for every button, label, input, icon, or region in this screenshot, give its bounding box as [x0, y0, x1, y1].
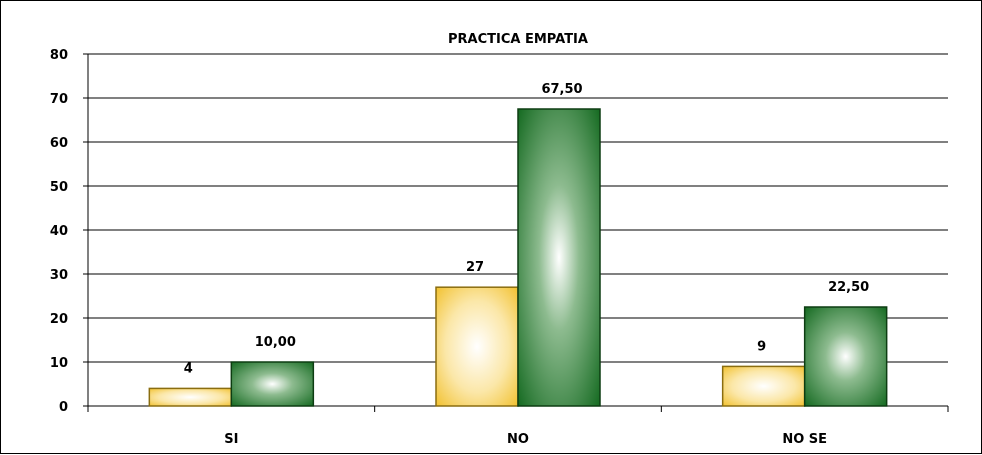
- y-tick-label: 50: [50, 180, 68, 195]
- data-label: 27: [466, 260, 484, 275]
- bar: [435, 286, 519, 407]
- y-tick-label: 70: [50, 92, 68, 107]
- bar: [517, 108, 601, 407]
- data-label: 67,50: [541, 82, 582, 97]
- chart-title: PRACTICA EMPATIA: [448, 32, 588, 47]
- data-label: 10,00: [255, 335, 296, 350]
- bar: [721, 365, 806, 407]
- y-tick-label: 30: [50, 268, 68, 283]
- x-tick-label: SI: [224, 432, 238, 447]
- y-tick-label: 60: [50, 136, 68, 151]
- bar: [148, 387, 233, 407]
- x-tick-label: NO: [507, 432, 529, 447]
- y-tick-label: 20: [50, 312, 68, 327]
- data-label: 9: [757, 339, 766, 354]
- y-tick-label: 40: [50, 224, 68, 239]
- x-tick-label: NO SE: [782, 432, 827, 447]
- y-tick-label: 80: [50, 48, 68, 63]
- data-label: 4: [184, 361, 193, 376]
- bar: [230, 361, 315, 407]
- bar: [803, 306, 888, 407]
- data-label: 22,50: [828, 280, 869, 295]
- y-tick-label: 0: [59, 400, 68, 415]
- y-tick-label: 10: [50, 356, 68, 371]
